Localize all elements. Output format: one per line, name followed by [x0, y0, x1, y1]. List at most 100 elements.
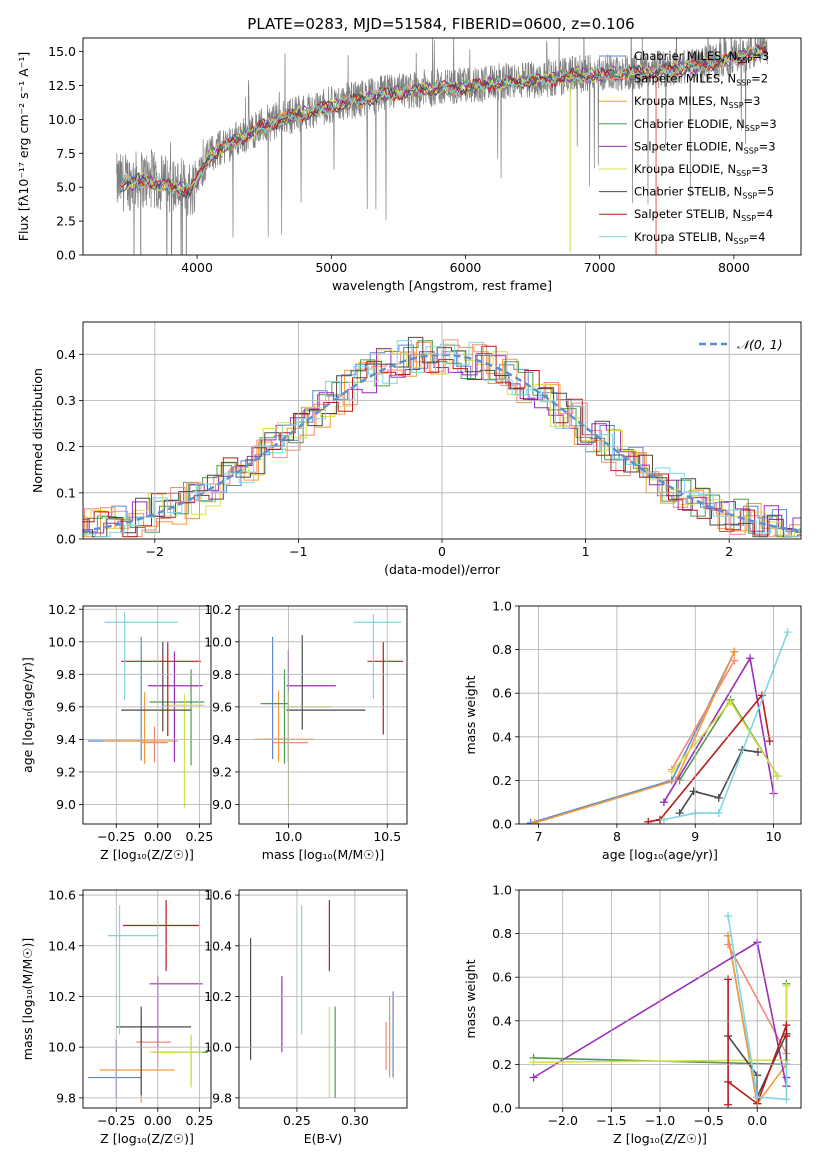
y-tick-label: 0.6 [492, 970, 512, 985]
errorbar-salpeter-stelib [122, 900, 200, 972]
y-tick-label: 0.0 [56, 248, 76, 263]
plot-area-residuals [83, 322, 801, 539]
y-tick-label: 0.4 [492, 729, 512, 744]
axes-frame [238, 889, 408, 1109]
errorbar-salpeter-stelib [121, 641, 202, 737]
weight-marker [730, 656, 739, 665]
y-tick-label: 9.8 [56, 667, 76, 682]
weight-marker [782, 981, 791, 990]
y-axis-label: mass [log₁₀(M/M☉)] [20, 938, 35, 1060]
legend-label-kroupa-stelib: Kroupa STELIB, NSSP=4 [634, 230, 765, 246]
legend-text: Kroupa MILES, N [634, 94, 729, 108]
legend-subscript: SSP [745, 124, 760, 133]
weight-line-chabrier-miles [530, 651, 736, 824]
weight-line-salpeter-stelib [648, 693, 771, 823]
model-fit-kroupa-elodie [120, 43, 767, 197]
weight-line-kroupa-stelib [663, 631, 789, 821]
axes-frame [82, 321, 802, 540]
plot-area-mass-vs-EBV [239, 890, 407, 1108]
y-tick-label: 10.2 [204, 602, 232, 617]
legend-value: =3 [760, 117, 777, 131]
y-tick-label: 9.0 [212, 797, 232, 812]
x-tick-label: 0.25 [185, 829, 213, 844]
errorbar-kroupa-stelib [104, 612, 178, 701]
weight-marker [724, 912, 733, 921]
y-tick-label: 10.2 [48, 602, 76, 617]
legend-subscript: SSP [742, 192, 757, 201]
legend-label-kroupa-elodie: Kroupa ELODIE, NSSP=3 [634, 162, 768, 178]
histogram-salpeter-stelib [83, 345, 801, 538]
y-tick-label: 12.5 [48, 78, 76, 93]
y-tick-label: 0.3 [56, 393, 76, 408]
x-tick-label: 8 [613, 829, 621, 844]
y-tick-label: 10.0 [204, 1040, 232, 1055]
errorbar-kroupa-elodie [162, 693, 205, 808]
legend-subscript: SSP [744, 146, 759, 155]
errorbar-kroupa-elodie [149, 1034, 203, 1088]
axes-frame [518, 605, 802, 825]
x-tick-label: 4000 [181, 260, 213, 275]
x-tick-label: 6000 [450, 260, 482, 275]
weight-marker [765, 737, 774, 746]
errorbar-salpeter-elodie [286, 649, 336, 763]
weight-marker [773, 772, 782, 781]
legend-text: Kroupa ELODIE, N [634, 162, 736, 176]
x-axis-label: wavelength [Angstrom, rest frame] [332, 278, 552, 293]
legend-subscript: SSP [734, 237, 749, 246]
y-axis-label: mass weight [463, 675, 478, 754]
legend-label-salpeter-stelib: Salpeter STELIB, NSSP=4 [634, 207, 773, 223]
weight-marker [529, 1058, 538, 1067]
y-tick-label: 0.2 [492, 1057, 512, 1072]
legend-subscript: SSP [736, 79, 751, 88]
weight-marker [659, 798, 668, 807]
y-tick-label: 2.5 [56, 214, 76, 229]
weight-marker [724, 1100, 733, 1108]
legend-label-salpeter-elodie: Salpeter ELODIE, NSSP=3 [634, 139, 776, 155]
x-tick-label: −1.0 [645, 1113, 675, 1128]
x-axis-label: age [log₁₀(age/yr)] [602, 847, 718, 862]
y-tick-label: 10.0 [48, 1040, 76, 1055]
x-tick-label: −2 [146, 544, 164, 559]
x-tick-label: 8000 [718, 260, 750, 275]
weight-marker [730, 647, 739, 656]
legend-subscript: SSP [741, 214, 756, 223]
axes-frame [82, 605, 212, 825]
weight-marker [753, 748, 762, 757]
y-tick-label: 1.0 [492, 599, 512, 614]
legend-text: Salpeter STELIB, N [634, 207, 741, 221]
x-tick-label: 10 [766, 829, 782, 844]
legend-text: Chabrier STELIB, N [634, 185, 742, 199]
legend-value: =3 [744, 94, 761, 108]
y-tick-label: 10.0 [48, 112, 76, 127]
y-axis-label: Flux [fλ10⁻¹⁷ erg cm⁻² s⁻¹ A⁻¹] [16, 52, 31, 241]
legend-subscript: SSP [729, 101, 744, 110]
y-tick-label: 10.0 [204, 634, 232, 649]
panel-mass-vs-Z: −0.25 0.00 0.25 9.8 10.0 10.2 10.4 10.6 Z [log₁₀… [20, 888, 213, 1146]
legend-label-normal: 𝒩(0, 1) [737, 337, 783, 352]
x-tick-label: 1 [582, 544, 590, 559]
y-tick-label: 0.4 [492, 1013, 512, 1028]
axes-frame [238, 605, 408, 825]
y-tick-label: 10.4 [48, 938, 76, 953]
panel-weight-vs-Z: −2.0 −1.5 −1.0 −0.5 0.0 0.0 0.2 0.4 0.6 0.8 1.0 Z [… [463, 883, 802, 1146]
weight-marker [659, 815, 668, 824]
x-axis-label: Z [log₁₀(Z/Z☉)] [100, 1131, 194, 1146]
x-tick-label: 0 [438, 544, 446, 559]
errorbar-kroupa-miles [99, 1019, 175, 1103]
x-tick-label: 5000 [315, 260, 347, 275]
legend-text: Salpeter MILES, N [634, 72, 736, 86]
plot-area-weight-vs-Z [519, 890, 801, 1108]
legend-label-salpeter-miles: Salpeter MILES, NSSP=2 [634, 72, 768, 88]
y-tick-label: 9.8 [56, 1090, 76, 1105]
x-tick-label: 9 [691, 829, 699, 844]
weight-marker [782, 1021, 791, 1030]
y-tick-label: 10.2 [204, 989, 232, 1004]
errorbar-kroupa-miles [102, 692, 178, 764]
weight-marker [714, 809, 723, 818]
panel-age-vs-Z: −0.25 0.00 0.25 9.0 9.2 9.4 9.6 9.8 10.0 10.2 Z [l… [20, 602, 213, 862]
y-tick-label: 9.2 [212, 764, 232, 779]
x-tick-label: 2 [725, 544, 733, 559]
